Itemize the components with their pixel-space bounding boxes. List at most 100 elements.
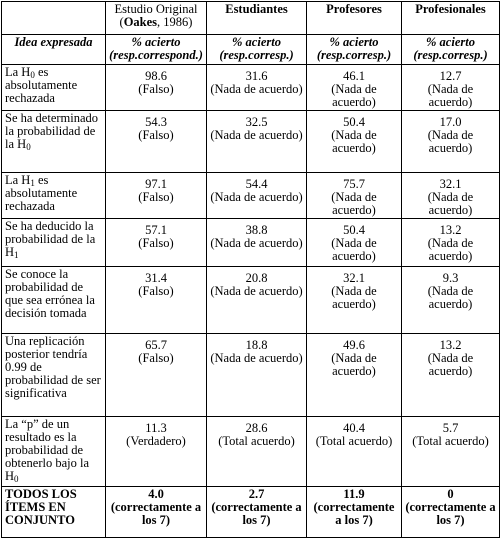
value-cell: 46.1 (Nada de acuerdo): [306, 64, 402, 111]
bold-text: Oakes: [123, 15, 158, 29]
label: % acierto: [329, 35, 379, 49]
note: (Total acuerdo): [315, 434, 393, 448]
total-row: TODOS LOS ÍTEMS EN CONJUNTO 4.0 (correctam…: [1, 486, 500, 538]
note: (Nada de acuerdo): [427, 82, 474, 109]
value: 4.0: [148, 487, 164, 501]
idea-cell: Se ha deducido la probabilidad de la H1: [1, 218, 106, 267]
note: (Nada de acuerdo): [210, 82, 303, 96]
note: (correctamente a los 7): [211, 500, 302, 527]
label: % acierto: [232, 35, 281, 49]
subheader-cell: % acierto (resp.corresp.): [206, 34, 307, 65]
text: , 1986): [157, 15, 193, 29]
subscript: 1: [30, 178, 35, 188]
note: (Nada de acuerdo): [331, 190, 377, 217]
detail: (resp.corresp.): [413, 48, 488, 62]
note: (Nada de acuerdo): [210, 284, 303, 298]
data-row: La H1 es absolutamente rechazada 97.1 (Fal…: [1, 172, 500, 219]
subheader-cell: % acierto (resp.corresp.): [401, 34, 500, 65]
value-cell: 13.2 (Nada de acuerdo): [401, 333, 500, 417]
value-cell: 13.2 (Nada de acuerdo): [401, 218, 500, 267]
value-cell: 17.0 (Nada de acuerdo): [401, 110, 500, 173]
total-cell: 11.9 (correctamente a los 7): [306, 486, 402, 538]
text: es absolutamente rechazada: [5, 173, 78, 213]
value: 75.7: [343, 177, 365, 191]
text: Una replicación posterior tendría 0.99 d…: [5, 334, 101, 400]
note: (Nada de acuerdo): [427, 128, 474, 155]
value: 32.5: [245, 115, 268, 129]
value: 32.1: [439, 177, 462, 191]
value: 49.6: [343, 338, 365, 352]
detail: (resp.corresp.): [219, 48, 294, 62]
bold-text: Profesionales: [415, 2, 486, 16]
value-cell: 28.6 (Total acuerdo): [206, 416, 307, 487]
text: La H: [5, 173, 31, 187]
subscript: 0: [30, 70, 35, 80]
value: 18.8: [245, 338, 268, 352]
total-cell: 2.7 (correctamente a los 7): [206, 486, 307, 538]
value: 11.9: [343, 487, 365, 501]
data-row: La “p” de un resultado es la probabilida…: [1, 416, 500, 487]
note: (Nada de acuerdo): [331, 236, 377, 263]
subheader-row: Idea expresada% acierto (resp.correspond.…: [1, 34, 500, 65]
value: 28.6: [245, 421, 268, 435]
value-cell: 50.4 (Nada de acuerdo): [306, 218, 402, 267]
value: 57.1: [145, 223, 167, 237]
value-cell: 49.6 (Nada de acuerdo): [306, 333, 402, 417]
value: 54.4: [245, 177, 268, 191]
value: 13.2: [439, 338, 462, 352]
note: (correctamente a los 7): [110, 500, 202, 527]
value: 20.8: [245, 271, 268, 285]
note: (Nada de acuerdo): [331, 284, 377, 311]
text: La “p” de un resultado es la probabilida…: [5, 417, 89, 483]
value-cell: 54.3 (Falso): [105, 110, 207, 173]
note: (Total acuerdo): [218, 434, 295, 448]
label: % acierto: [131, 35, 181, 49]
note: (Falso): [138, 351, 174, 365]
value: 46.1: [343, 69, 365, 83]
value-cell: 65.7 (Falso): [105, 333, 207, 417]
label: % acierto: [426, 35, 475, 49]
value-cell: 12.7 (Nada de acuerdo): [401, 64, 500, 111]
note: (Nada de acuerdo): [331, 351, 377, 378]
note: (correctamente a los 7): [313, 500, 395, 527]
data-row: Se ha determinado la probabilidad de la …: [1, 110, 500, 173]
value: 11.3: [145, 421, 167, 435]
subscript: 1: [14, 250, 19, 260]
note: (Nada de acuerdo): [427, 351, 474, 378]
value-cell: 50.4 (Nada de acuerdo): [306, 110, 402, 173]
note: (Nada de acuerdo): [331, 128, 377, 155]
value: 97.1: [145, 177, 167, 191]
value: 12.7: [439, 69, 462, 83]
idea-cell: La H1 es absolutamente rechazada: [1, 172, 106, 219]
text: Estudio Original (: [114, 2, 198, 29]
note: (Falso): [138, 284, 174, 298]
subheader-cell: % acierto (resp.correspond.): [105, 34, 207, 65]
value-cell: 5.7 (Total acuerdo): [401, 416, 500, 487]
value-cell: 32.5 (Nada de acuerdo): [206, 110, 307, 173]
note: (Nada de acuerdo): [210, 128, 303, 142]
value-cell: 31.4 (Falso): [105, 266, 207, 334]
note: (Nada de acuerdo): [427, 236, 474, 263]
data-row: La H0 es absolutamente rechazada 98.6 (Fal…: [1, 64, 500, 111]
value: 5.7: [442, 421, 459, 435]
value-cell: 32.1 (Nada de acuerdo): [306, 266, 402, 334]
data-row: Una replicación posterior tendría 0.99 d…: [1, 333, 500, 417]
idea-cell: Una replicación posterior tendría 0.99 d…: [1, 333, 106, 417]
value: 31.4: [145, 271, 167, 285]
total-cell: 0 (correctamente a los 7): [401, 486, 500, 538]
value: 50.4: [343, 115, 365, 129]
note: (Nada de acuerdo): [331, 82, 377, 109]
header-cell: Estudio Original (Oakes, 1986): [105, 1, 207, 35]
value: 65.7: [145, 338, 167, 352]
header-cell: Profesionales: [401, 1, 500, 35]
note: (correctamente a los 7): [405, 500, 496, 527]
note: (Total acuerdo): [412, 434, 489, 448]
value: 98.6: [145, 69, 167, 83]
detail: (resp.correspond.): [109, 48, 203, 62]
value-cell: 38.8 (Nada de acuerdo): [206, 218, 307, 267]
subscript: 0: [26, 142, 31, 152]
value: 2.7: [248, 487, 265, 501]
value: 17.0: [439, 115, 462, 129]
note: (Falso): [138, 128, 174, 142]
